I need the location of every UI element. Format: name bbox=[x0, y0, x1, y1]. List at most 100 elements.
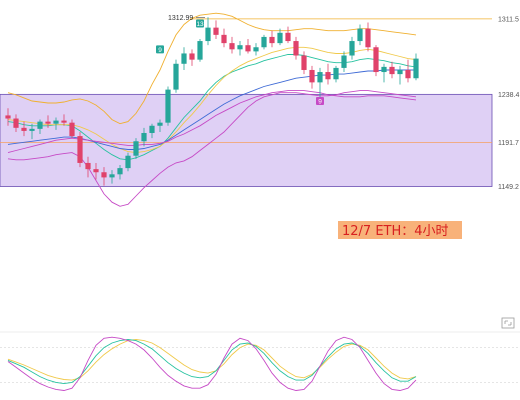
candle-body bbox=[173, 63, 179, 90]
candle-body bbox=[69, 122, 75, 137]
candle-body bbox=[261, 36, 267, 48]
caption-text: 12/7 ETH：4小时 bbox=[342, 224, 449, 239]
candle-body bbox=[365, 28, 371, 48]
candle-body bbox=[381, 66, 387, 73]
candle-body bbox=[221, 34, 227, 44]
ma-green-line bbox=[7, 54, 417, 161]
candle bbox=[405, 59, 411, 83]
count-marker-bg bbox=[316, 96, 324, 105]
candle-body bbox=[349, 41, 355, 56]
candle bbox=[125, 152, 131, 172]
candle-body bbox=[285, 32, 291, 42]
candle bbox=[389, 61, 395, 79]
candle-body bbox=[293, 41, 299, 56]
moving-average-layer bbox=[7, 12, 417, 207]
candle bbox=[133, 138, 139, 159]
candle bbox=[309, 65, 315, 89]
count-marker: 9 bbox=[156, 45, 164, 54]
candle bbox=[149, 123, 155, 139]
candle bbox=[413, 53, 419, 81]
candle-body bbox=[301, 55, 307, 70]
candle bbox=[269, 30, 275, 48]
candle bbox=[77, 131, 83, 168]
candle bbox=[205, 17, 211, 46]
candle bbox=[221, 28, 227, 48]
candle-body bbox=[405, 69, 411, 79]
count-marker-bg bbox=[196, 19, 204, 28]
candle-body bbox=[397, 69, 403, 75]
candle bbox=[349, 36, 355, 60]
candle bbox=[381, 63, 387, 83]
candle-body bbox=[245, 45, 251, 52]
price-label: 1191.7 bbox=[498, 140, 519, 147]
candle bbox=[5, 108, 11, 126]
candle-body bbox=[61, 120, 67, 123]
candle bbox=[341, 51, 347, 73]
candle bbox=[325, 63, 331, 85]
candle bbox=[189, 49, 195, 66]
candle bbox=[285, 26, 291, 44]
candle-body bbox=[269, 36, 275, 44]
candle bbox=[29, 123, 35, 140]
candle-body bbox=[29, 128, 35, 131]
price-label: 1311.5 bbox=[498, 16, 519, 23]
candle bbox=[117, 165, 123, 180]
candle bbox=[293, 36, 299, 60]
candle-body bbox=[37, 121, 43, 129]
candle-body bbox=[141, 132, 147, 142]
expand-icon[interactable] bbox=[501, 317, 515, 329]
candle-body bbox=[253, 47, 259, 52]
candle-body bbox=[237, 45, 243, 50]
candle bbox=[157, 119, 163, 132]
price-axis-labels: 1311.5 1238.4 1191.7 1149.2 bbox=[498, 16, 520, 191]
candle-body bbox=[149, 125, 155, 133]
candle bbox=[109, 170, 115, 184]
candle-body bbox=[117, 168, 123, 175]
ma-purple-line bbox=[7, 90, 417, 154]
candle bbox=[373, 45, 379, 77]
candle bbox=[237, 41, 243, 56]
candle bbox=[317, 67, 323, 97]
candle bbox=[229, 36, 235, 54]
upper-band-line bbox=[7, 12, 417, 125]
candle-body bbox=[309, 69, 315, 83]
candle-body bbox=[229, 43, 235, 50]
candles-layer bbox=[5, 17, 419, 186]
candle bbox=[85, 156, 91, 178]
count-marker-label: 9 bbox=[318, 99, 322, 106]
candle bbox=[61, 114, 67, 126]
candle-body bbox=[165, 89, 171, 123]
candle-body bbox=[189, 53, 195, 60]
count-marker: 9 bbox=[316, 96, 324, 106]
candle-body bbox=[373, 47, 379, 73]
candle-body bbox=[325, 72, 331, 80]
candle-body bbox=[157, 122, 163, 126]
candle bbox=[213, 20, 219, 39]
high-marker-label: 1312.99 bbox=[168, 15, 193, 22]
candle-body bbox=[5, 115, 11, 119]
candle bbox=[93, 162, 99, 180]
candle bbox=[141, 127, 147, 147]
candle bbox=[333, 65, 339, 83]
candle-body bbox=[45, 121, 51, 124]
count-marker: 13 bbox=[196, 19, 204, 28]
candle bbox=[53, 117, 59, 130]
candle-body bbox=[389, 66, 395, 75]
candle-body bbox=[125, 155, 131, 169]
candle bbox=[397, 65, 403, 85]
osc-teal-line bbox=[7, 339, 417, 385]
ma-yellow-line bbox=[7, 46, 417, 154]
candle bbox=[173, 59, 179, 93]
candle-body bbox=[341, 55, 347, 68]
osc-purple-line bbox=[7, 336, 417, 391]
candle-body bbox=[357, 28, 363, 42]
candle bbox=[181, 47, 187, 70]
count-marker-bg bbox=[156, 45, 164, 54]
candle-body bbox=[413, 58, 419, 79]
candle bbox=[69, 119, 75, 139]
candle bbox=[165, 86, 171, 126]
candle-body bbox=[109, 174, 115, 178]
count-marker-label: 9 bbox=[158, 47, 162, 54]
ma-blue-line bbox=[7, 69, 416, 150]
